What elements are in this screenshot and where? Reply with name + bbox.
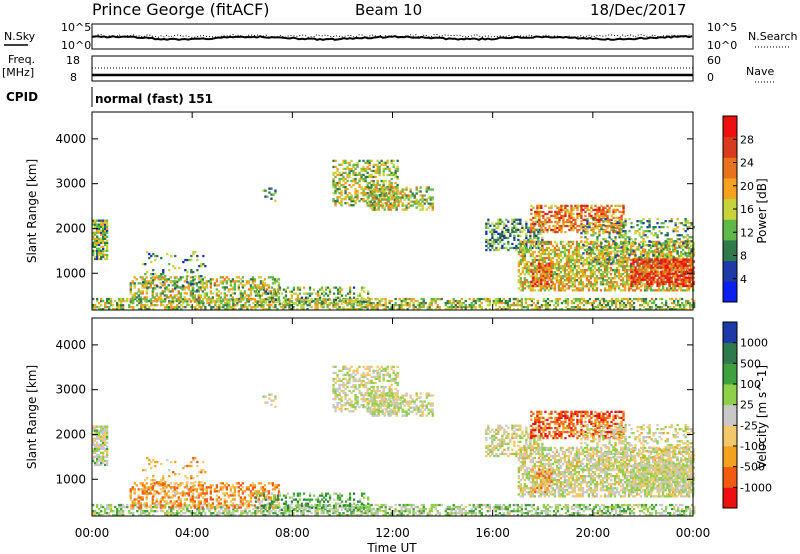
velocity-axes: 1000 2000 3000 4000 [55, 338, 693, 486]
noise-right-tick-bottom: 10^0 [707, 39, 737, 52]
power-cbar-tick-5: 24 [740, 157, 754, 170]
velocity-cbar-tick-0: -1000 [740, 481, 772, 494]
beam-label: Beam 10 [355, 1, 422, 19]
power-axes: 1000 2000 3000 4000 [55, 132, 693, 280]
power-cbar-tick-1: 8 [740, 250, 747, 263]
ytick-label-0: 1000 [55, 472, 86, 486]
power-cbar-tick-6: 28 [740, 133, 754, 146]
power-cbar-tick-3: 16 [740, 203, 754, 216]
velocity-cbar-tick-7: 1000 [740, 337, 768, 350]
time-axis: 00:00 04:00 08:00 12:00 16:00 20:00 00:00 [75, 112, 711, 540]
ytick-label-0: 1000 [55, 266, 86, 280]
xtick-label-3: 12:00 [375, 526, 410, 540]
noise-sky-label: N.Sky [4, 30, 36, 43]
ytick-label-1: 2000 [55, 427, 86, 441]
velocity-cbar-tick-5: 100 [740, 378, 761, 391]
ytick-label-3: 4000 [55, 338, 86, 352]
xtick-label-2: 08:00 [275, 526, 310, 540]
velocity-colorbar: -1000 -500 -100 -25 25 100 500 1000 [722, 321, 772, 509]
power-cbar-tick-2: 12 [740, 226, 754, 239]
velocity-cbar-tick-1: -500 [740, 461, 765, 474]
xtick-label-6: 00:00 [676, 526, 711, 540]
velocity-cbar-tick-6: 500 [740, 357, 761, 370]
velocity-cbar-tick-3: -25 [740, 419, 758, 432]
power-cbar-tick-0: 4 [740, 273, 747, 286]
noise-search-label: N.Search [748, 30, 798, 43]
cpid-value: normal (fast) 151 [95, 92, 213, 106]
noise-search-line [91, 33, 693, 39]
nave-label: Nave [746, 65, 774, 78]
power-colorbar-label: Power [dB] [755, 178, 769, 243]
xtick-label-4: 16:00 [475, 526, 510, 540]
velocity-cbar-tick-4: 25 [740, 399, 754, 412]
power-colorbar: 4 8 12 16 20 24 28 [722, 115, 754, 303]
freq-left-tick-top: 18 [66, 54, 80, 67]
freq-left-tick-bottom: 8 [70, 71, 77, 84]
xtick-label-1: 04:00 [175, 526, 210, 540]
power-ylabel: Slant Range [km] [25, 159, 39, 263]
nave-right-tick-bottom: 0 [707, 71, 714, 84]
ytick-label-1: 2000 [55, 221, 86, 235]
xtick-label-0: 00:00 [75, 526, 110, 540]
velocity-ylabel: Slant Range [km] [25, 365, 39, 469]
noise-right-tick-top: 10^5 [707, 21, 737, 34]
velocity-cbar-tick-2: -100 [740, 440, 765, 453]
noise-sky-line [91, 35, 693, 41]
power-cbar-tick-4: 20 [740, 180, 754, 193]
noise-left-tick-top: 10^5 [61, 21, 91, 34]
nave-right-tick-top: 60 [707, 54, 721, 67]
cpid-label: CPID [6, 90, 38, 104]
ytick-label-3: 4000 [55, 132, 86, 146]
freq-label-line1: Freq. [8, 53, 35, 66]
ytick-label-2: 3000 [55, 383, 86, 397]
time-axis-label: Time UT [366, 541, 417, 554]
velocity-colorbar-label: Velocity [m s^-1] [755, 365, 769, 469]
station-title: Prince George (fitACF) [92, 0, 270, 19]
velocity-heatmap-cells [92, 365, 696, 517]
power-heatmap-cells [92, 159, 696, 311]
date-label: 18/Dec/2017 [590, 1, 686, 19]
ytick-label-2: 3000 [55, 177, 86, 191]
xtick-label-5: 20:00 [576, 526, 611, 540]
noise-left-tick-bottom: 10^0 [61, 39, 91, 52]
freq-label-line2: [MHz] [2, 66, 34, 79]
